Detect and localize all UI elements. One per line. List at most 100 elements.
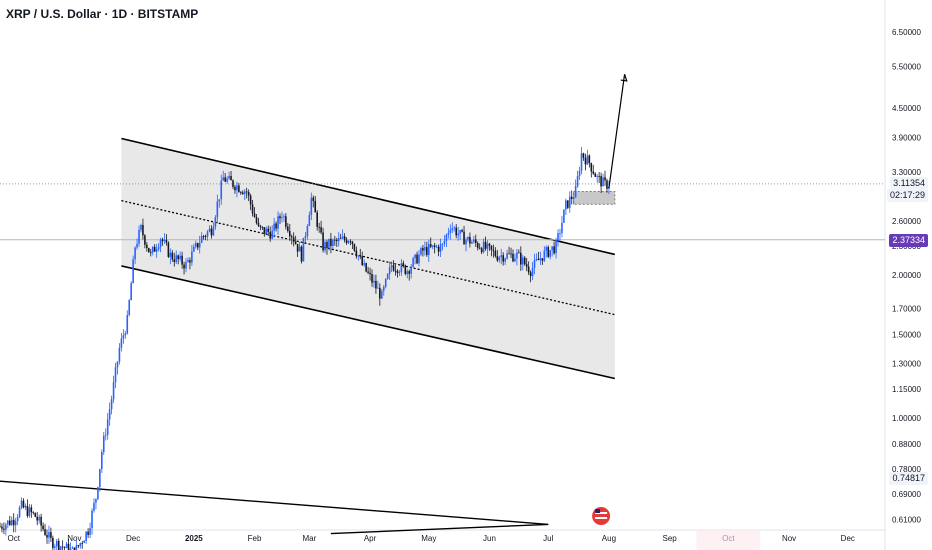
candle-body: [388, 267, 391, 274]
candle-body: [337, 238, 340, 242]
candle-body: [300, 246, 303, 262]
candle-body: [416, 254, 418, 264]
candle-body: [247, 191, 250, 196]
candle-body: [114, 367, 117, 383]
candle-body: [48, 532, 50, 538]
candle-body: [565, 200, 567, 210]
candle-body: [461, 230, 463, 232]
candle-body: [602, 177, 604, 187]
candle-body: [316, 212, 318, 227]
candle-body: [171, 252, 174, 260]
candle-body: [40, 516, 42, 526]
candle-body: [288, 230, 291, 237]
candle-body: [116, 361, 119, 368]
candle-body: [1, 526, 3, 529]
candle-body: [410, 266, 412, 274]
candle-body: [91, 510, 93, 528]
candle-body: [459, 230, 461, 234]
candle-body: [89, 527, 91, 535]
candle-body: [384, 278, 387, 287]
candle-body: [28, 507, 31, 516]
candle-body: [65, 543, 68, 549]
chart-title: XRP / U.S. Dollar · 1D · BITSTAMP: [6, 7, 199, 21]
candle-body: [101, 452, 103, 470]
candle-body: [3, 528, 5, 530]
candle-body: [455, 227, 458, 236]
x-tick-label: Apr: [364, 534, 377, 543]
candle-body: [259, 225, 262, 227]
candle-body: [474, 239, 477, 244]
candle-body: [500, 255, 503, 258]
candle-body: [67, 543, 70, 550]
candle-body: [194, 243, 197, 247]
candle-body: [386, 273, 389, 279]
candle-body: [128, 300, 131, 315]
candle-body: [586, 155, 589, 165]
x-tick-label: Dec: [841, 534, 855, 543]
x-tick-label: Jul: [543, 534, 553, 543]
candle-body: [543, 250, 546, 261]
candle-body: [426, 247, 428, 255]
x-tick-label: 2025: [185, 534, 203, 543]
candle-body: [52, 537, 54, 548]
candle-body: [132, 259, 134, 284]
candle-body: [61, 546, 64, 548]
candle-body: [341, 236, 344, 239]
candle-body: [390, 265, 393, 268]
candle-body: [81, 542, 84, 544]
candle-body: [202, 236, 205, 237]
candle-body: [480, 248, 483, 253]
y-tick-label: 1.15000: [892, 385, 921, 394]
candle-body: [14, 521, 17, 526]
candle-body: [349, 241, 352, 243]
candle-body: [463, 231, 465, 245]
candle-body: [547, 247, 550, 257]
candle-body: [453, 227, 456, 229]
candle-body: [334, 239, 336, 241]
candle-body: [57, 540, 60, 550]
candle-body: [12, 519, 15, 526]
y-tick-label: 5.50000: [892, 63, 921, 72]
candle-body: [473, 239, 475, 242]
candle-body: [525, 264, 528, 267]
x-tick-label: Aug: [602, 534, 616, 543]
candle-body: [42, 525, 44, 530]
candle-body: [377, 287, 379, 289]
candle-body: [512, 253, 514, 262]
candle-body: [345, 239, 348, 244]
candle-body: [449, 229, 452, 233]
candle-body: [365, 263, 367, 272]
candle-body: [283, 216, 285, 218]
candle-body: [106, 419, 109, 435]
channel-lower-line: [121, 265, 615, 380]
y-tick-label: 2.60000: [892, 217, 921, 226]
candle-body: [122, 335, 125, 339]
candle-body: [241, 192, 244, 195]
candle-body: [375, 280, 377, 289]
candle-body: [328, 238, 330, 249]
candle-body: [594, 173, 597, 177]
candle-body: [18, 507, 21, 517]
candle-body: [408, 271, 411, 274]
x-tick-label: Jun: [483, 534, 496, 543]
candle-body: [320, 227, 322, 233]
candle-body: [253, 213, 256, 218]
candle-body: [476, 243, 479, 248]
candle-body: [606, 180, 608, 189]
candle-body: [531, 267, 534, 276]
candle-body: [404, 265, 407, 275]
candle-body: [392, 265, 395, 271]
candle-body: [24, 505, 27, 508]
us-flag-icon: [592, 507, 611, 525]
candle-body: [142, 224, 144, 236]
candle-body: [561, 222, 563, 234]
candle-body: [422, 248, 424, 251]
candle-body: [549, 250, 551, 257]
candle-body: [363, 263, 365, 265]
candle-body: [26, 505, 29, 516]
candle-body: [523, 257, 526, 265]
candle-body: [20, 500, 23, 508]
projection-arrow-head: [620, 74, 628, 82]
candle-body: [226, 178, 228, 182]
